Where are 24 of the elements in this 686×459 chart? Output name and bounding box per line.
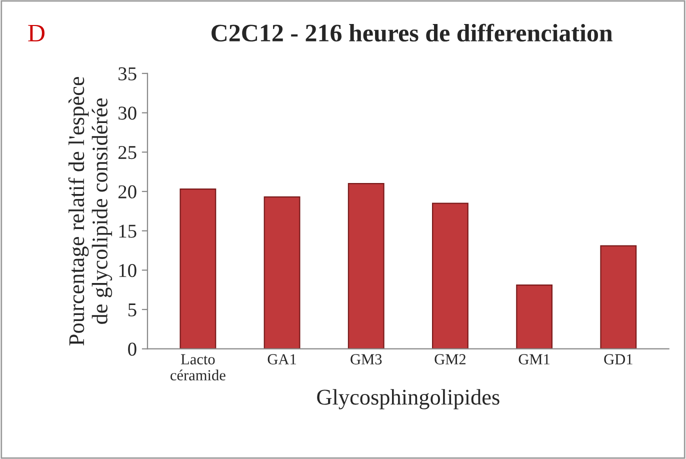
y-tick-label: 0	[128, 342, 136, 356]
x-tick-label: GM3	[350, 354, 382, 364]
bar	[264, 196, 300, 349]
bar	[180, 188, 216, 349]
text: D	[28, 24, 44, 42]
x-tick-label: GD1	[604, 354, 632, 364]
y-tick-label: 10	[119, 264, 136, 278]
y-tick-label: 5	[128, 304, 136, 316]
bar	[516, 284, 553, 349]
chart-title: C2C12 - 216 heures de differenciation	[212, 24, 612, 42]
y-axis-title: Pourcentage relatif de l'espèce de glycolipide considérée	[68, 76, 112, 346]
bar	[348, 183, 384, 349]
bar	[600, 245, 637, 349]
bar	[432, 202, 468, 349]
y-tick-label: 35	[118, 67, 136, 80]
y-tick-label: 30	[118, 106, 136, 120]
x-tick-label: GM1	[518, 354, 550, 364]
y-tick-label: 25	[118, 146, 136, 160]
x-tick-label: GA1	[268, 354, 296, 364]
y-tick-label: 15	[119, 224, 136, 238]
x-axis-title: Glycosphingolipides	[317, 389, 500, 410]
y-tick-label: 20	[118, 185, 136, 198]
x-tick-label: Lacto céramide	[170, 354, 226, 380]
x-tick-label: GM2	[434, 354, 466, 364]
